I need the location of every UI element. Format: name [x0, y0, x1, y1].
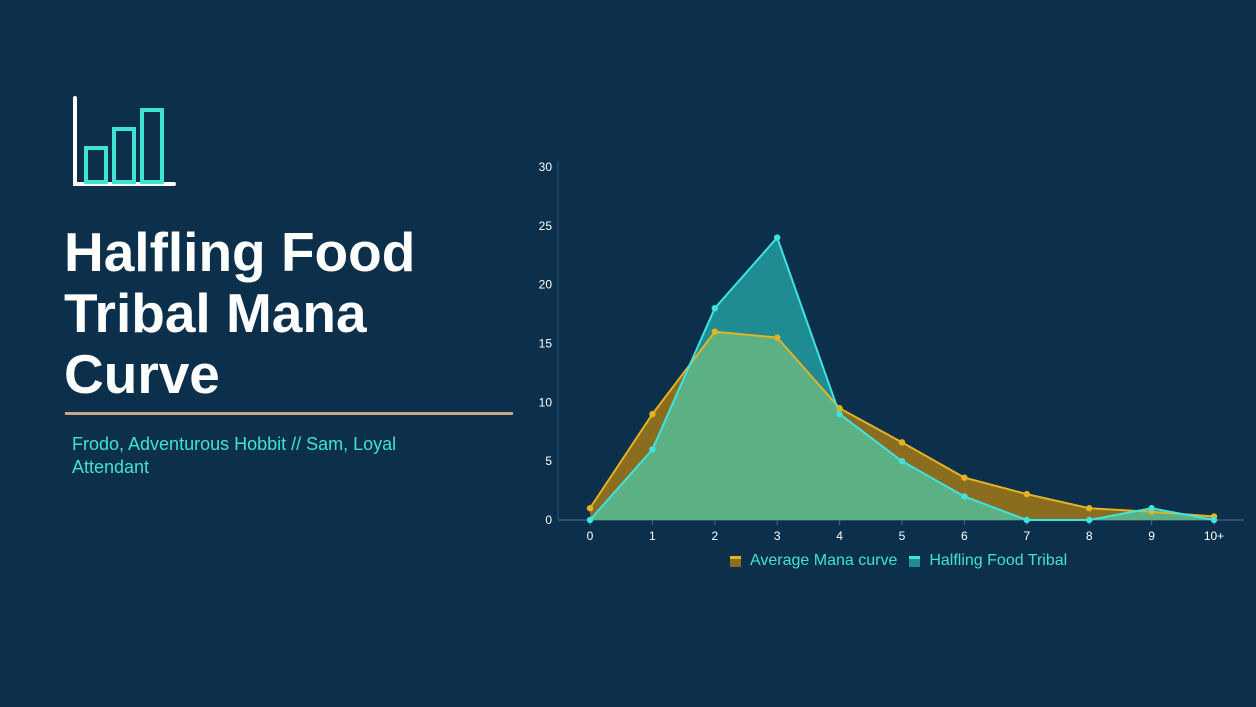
halfling-food-tribal-point [774, 234, 781, 241]
title-divider [65, 412, 513, 415]
mana-curve-chart: 0 5 10 15 20 25 30 0 1 2 3 4 5 6 7 8 9 10+ [539, 160, 1244, 543]
halfling-food-tribal-point [1210, 516, 1218, 524]
average-mana-curve-point [711, 328, 718, 335]
halfling-food-tribal-point [1148, 505, 1155, 512]
legend-swatch-halfling [909, 555, 921, 567]
average-mana-curve-point [836, 405, 843, 412]
x-tick-label: 10+ [1204, 529, 1224, 543]
x-axis: 0 1 2 3 4 5 6 7 8 9 10+ [558, 519, 1244, 543]
x-tick-label: 3 [774, 529, 781, 543]
halfling-food-tribal-point [1086, 516, 1093, 524]
x-tick-label: 0 [587, 529, 594, 543]
x-tick-label: 2 [711, 529, 718, 543]
legend-swatch-average [730, 555, 741, 567]
x-tick-label: 8 [1086, 529, 1093, 543]
average-mana-curve-point [1086, 505, 1093, 512]
x-tick-label: 4 [836, 529, 843, 543]
subtitle: Frodo, Adventurous Hobbit // Sam, Loyal … [72, 434, 397, 477]
x-tick-label: 7 [1023, 529, 1030, 543]
halfling-food-tribal-point [711, 305, 718, 312]
bar-chart-icon [68, 94, 180, 195]
y-axis: 0 5 10 15 20 25 30 [539, 160, 559, 527]
y-tick-label: 30 [539, 160, 553, 174]
overlap-area [590, 331, 1214, 520]
y-tick-label: 10 [539, 395, 553, 409]
average-mana-curve-point [586, 505, 594, 512]
point-layer [586, 234, 1218, 524]
y-tick-label: 25 [539, 219, 553, 233]
legend-label-average: Average Mana curve [750, 552, 898, 569]
halfling-food-tribal-point [586, 516, 594, 524]
halfling-food-tribal-point [1023, 516, 1030, 524]
legend-label-halfling: Halfling Food Tribal [929, 552, 1068, 569]
y-tick-label: 15 [539, 337, 553, 351]
halfling-food-tribal-point [836, 410, 843, 418]
average-mana-curve-point [961, 474, 968, 481]
average-mana-curve-point [898, 439, 906, 446]
page-title: Halfling Food Tribal Mana Curve [64, 222, 504, 405]
x-tick-label: 5 [899, 529, 906, 543]
chart-legend: Average Mana curve Halfling Food Tribal [730, 552, 1079, 570]
average-mana-curve-point [649, 410, 656, 418]
y-tick-label: 5 [545, 454, 552, 468]
title-line: Curve [64, 343, 220, 405]
halfling-food-tribal-point [898, 457, 906, 465]
title-line: Halfling Food [64, 221, 416, 283]
y-tick-label: 20 [539, 278, 553, 292]
average-mana-curve-point [774, 334, 781, 341]
legend-item-halfling[interactable]: Halfling Food Tribal [909, 552, 1067, 570]
area-layer [590, 237, 1214, 520]
halfling-food-tribal-point [649, 446, 656, 453]
title-line: Tribal Mana [64, 282, 367, 344]
average-mana-curve-point [1023, 490, 1030, 498]
legend-item-average[interactable]: Average Mana curve [730, 552, 897, 570]
y-tick-label: 0 [545, 513, 552, 527]
x-tick-label: 9 [1148, 529, 1155, 543]
x-tick-label: 6 [961, 529, 968, 543]
halfling-food-tribal-point [961, 493, 968, 500]
x-tick-label: 1 [649, 529, 656, 543]
